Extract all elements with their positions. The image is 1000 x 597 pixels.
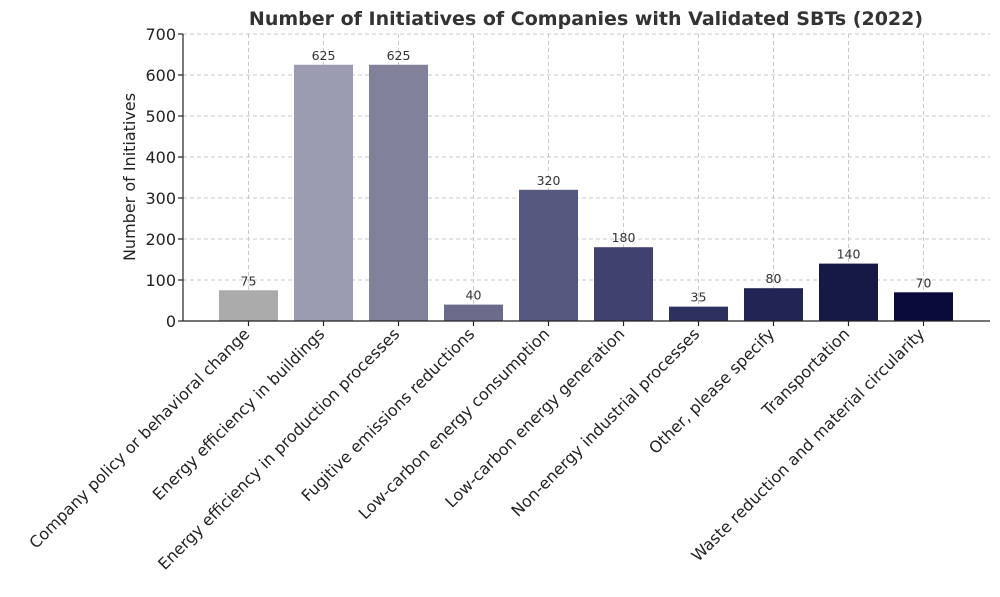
- bars: [219, 64, 953, 321]
- bar: [744, 288, 803, 321]
- data-label: 625: [387, 48, 411, 63]
- data-label: 70: [916, 275, 932, 290]
- axes: [178, 33, 990, 326]
- y-tick-label: 200: [145, 230, 176, 249]
- data-label: 40: [466, 288, 482, 303]
- y-tick-label: 600: [145, 66, 176, 85]
- bar: [669, 306, 728, 321]
- data-label: 625: [312, 48, 336, 63]
- y-tick-label: 0: [166, 312, 176, 331]
- bar: [294, 64, 353, 321]
- x-tick-labels: Company policy or behavioral changeEnerg…: [25, 324, 928, 573]
- y-tick-label: 300: [145, 189, 176, 208]
- data-label: 320: [537, 173, 561, 188]
- data-label: 75: [241, 273, 257, 288]
- data-label: 180: [612, 230, 636, 245]
- data-label: 140: [837, 247, 861, 262]
- data-labels: 75 625 625 40 320 180 35 80 140 70: [241, 48, 932, 305]
- bar: [444, 304, 503, 321]
- bar: [519, 189, 578, 321]
- y-tick-label: 100: [145, 271, 176, 290]
- y-tick-label: 700: [145, 25, 176, 44]
- y-tick-label: 500: [145, 107, 176, 126]
- data-label: 80: [766, 271, 782, 286]
- x-tick-label: Other, please specify: [645, 324, 778, 457]
- bar: [894, 292, 953, 321]
- bar: [369, 64, 428, 321]
- data-label: 35: [691, 290, 707, 305]
- y-axis-label: Number of Initiatives: [120, 93, 139, 261]
- bar: [219, 290, 278, 321]
- bar: [594, 247, 653, 321]
- y-tick-labels: 0 100 200 300 400 500 600 700: [145, 25, 176, 331]
- chart-title: Number of Initiatives of Companies with …: [249, 8, 923, 30]
- y-tick-label: 400: [145, 148, 176, 167]
- bar: [819, 263, 878, 321]
